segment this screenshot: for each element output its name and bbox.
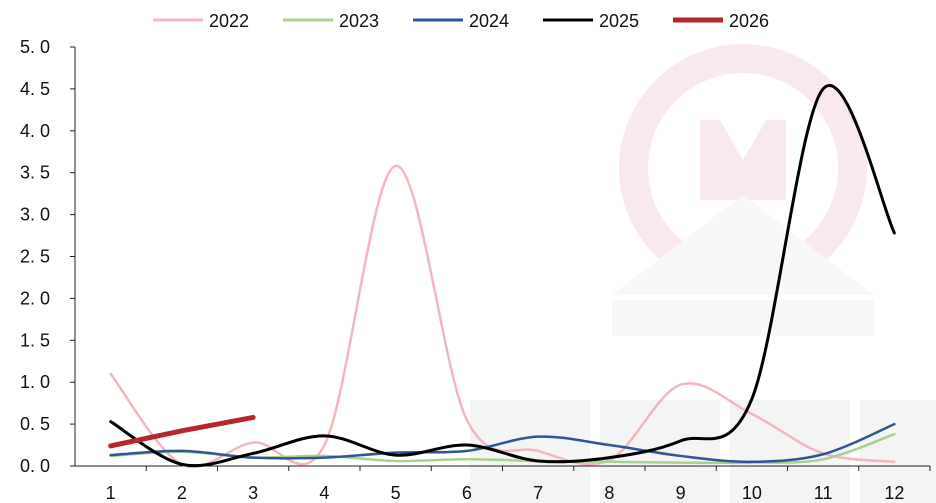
series-line-2022 (109, 164, 896, 469)
x-tick-label: 9 (676, 483, 686, 503)
x-tick-label: 8 (604, 483, 614, 503)
chart-lines (108, 84, 896, 469)
y-tick-label: 3. 5 (20, 163, 50, 183)
x-tick-label: 7 (533, 483, 543, 503)
y-tick-label: 1. 0 (20, 372, 50, 392)
y-tick-label: 5. 0 (20, 37, 50, 57)
y-tick-label: 4. 0 (20, 121, 50, 141)
y-tick-label: 0. 0 (20, 456, 50, 476)
legend-label-2022: 2022 (209, 11, 249, 31)
y-tick-label: 4. 5 (20, 79, 50, 99)
series-line-2025 (109, 84, 896, 468)
chart-legend: 2022 2023 2024 2025 2026 (153, 11, 769, 31)
chart-axes: 0. 0 0. 5 1. 0 1. 5 2. 0 2. 5 3. 0 3. 5 4. 0 4. 5… (20, 37, 931, 503)
legend-label-2026: 2026 (729, 11, 769, 31)
y-tick-label: 1. 5 (20, 330, 50, 350)
series-line-2024 (109, 422, 896, 464)
legend-label-2024: 2024 (469, 11, 509, 31)
x-tick-label: 10 (742, 483, 762, 503)
x-tick-label: 2 (177, 483, 187, 503)
series-line-2026 (108, 414, 256, 449)
y-tick-label: 2. 5 (20, 247, 50, 267)
x-tick-label: 11 (814, 483, 833, 503)
x-tick-label: 4 (319, 483, 329, 503)
legend-label-2025: 2025 (599, 11, 639, 31)
legend-label-2023: 2023 (339, 11, 379, 31)
x-tick-label: 12 (884, 483, 904, 503)
x-tick-label: 5 (391, 483, 401, 503)
x-tick-label: 3 (248, 483, 258, 503)
y-tick-label: 2. 0 (20, 288, 50, 308)
y-tick-label: 0. 5 (20, 414, 50, 434)
x-tick-label: 6 (462, 483, 472, 503)
x-tick-label: 1 (106, 483, 116, 503)
y-tick-label: 3. 0 (20, 205, 50, 225)
